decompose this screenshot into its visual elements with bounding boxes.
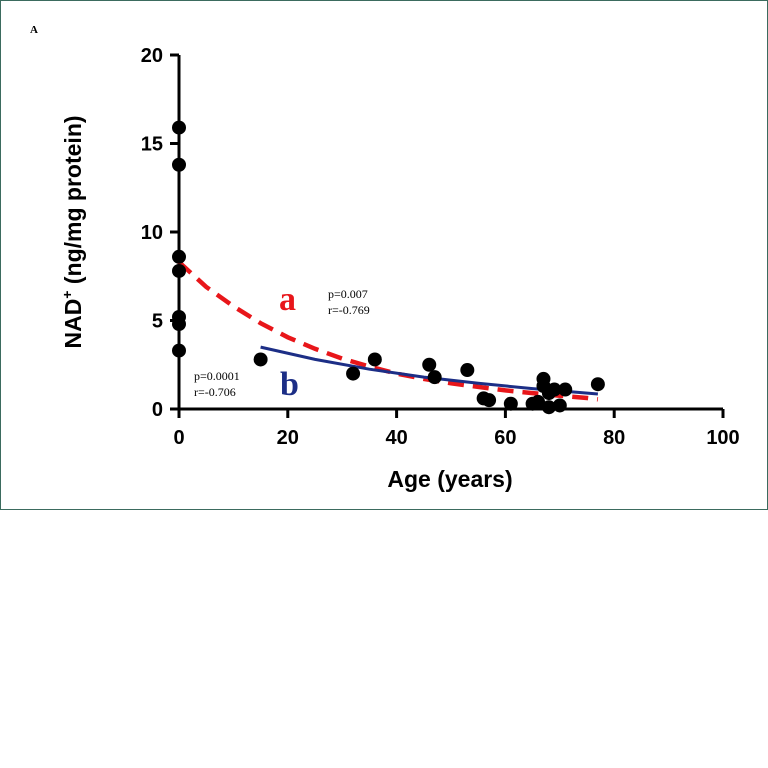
y-tick-label: 15 — [141, 134, 163, 156]
scatter-chart: A 0 20 40 60 80 100 0 5 10 15 20 Age (years) NAD+ … — [30, 24, 740, 492]
data-point — [172, 263, 186, 278]
data-point — [427, 370, 442, 385]
curve-b-r-value: r=-0.706 — [194, 385, 236, 399]
x-tick-label: 40 — [385, 427, 407, 449]
y-tick-label: 0 — [152, 399, 163, 421]
data-point — [531, 394, 546, 409]
data-point — [590, 377, 605, 392]
data-point — [367, 352, 382, 367]
x-tick-label: 0 — [173, 427, 184, 449]
data-point — [547, 382, 562, 397]
y-axis-title: NAD+ (ng/mg protein) — [59, 115, 86, 348]
curve-a-r-value: r=-0.769 — [328, 303, 370, 317]
x-tick-label: 60 — [494, 427, 516, 449]
data-point — [172, 120, 186, 135]
figure-frame: A 0 20 40 60 80 100 0 5 10 15 20 Age (years) NAD+ … — [0, 0, 768, 510]
fit-curves — [177, 260, 599, 402]
axis-ticks: 0 20 40 60 80 100 0 5 10 15 20 — [141, 45, 740, 449]
data-point — [172, 157, 186, 172]
data-point — [172, 249, 186, 264]
x-tick-label: 100 — [706, 427, 739, 449]
data-point — [253, 352, 268, 367]
y-axis-title-sup: + — [59, 291, 75, 299]
data-point — [558, 382, 573, 397]
data-point — [422, 357, 437, 372]
y-axis-title-rest: (ng/mg protein) — [60, 115, 86, 290]
data-point — [346, 366, 361, 381]
data-point — [541, 400, 556, 415]
curve-a-label: a — [279, 281, 296, 318]
fit-curve-b — [260, 345, 599, 396]
x-tick-label: 80 — [603, 427, 625, 449]
y-axis-title-main: NAD — [60, 299, 86, 349]
curve-b-p-value: p=0.0001 — [194, 369, 240, 383]
panel-label: A — [30, 24, 38, 36]
x-tick-label: 20 — [277, 427, 299, 449]
curve-a-p-value: p=0.007 — [328, 287, 368, 301]
data-point — [460, 363, 475, 378]
y-tick-label: 5 — [152, 311, 163, 333]
y-tick-label: 20 — [141, 45, 163, 67]
y-tick-label: 10 — [141, 222, 163, 244]
data-point — [482, 393, 497, 408]
data-point — [172, 317, 186, 332]
data-point — [552, 398, 567, 413]
data-point — [503, 396, 518, 411]
curve-b-label: b — [280, 366, 299, 403]
x-axis-title: Age (years) — [387, 466, 512, 492]
fit-curve-a — [177, 260, 599, 402]
data-points — [172, 120, 605, 415]
data-point — [172, 343, 186, 358]
